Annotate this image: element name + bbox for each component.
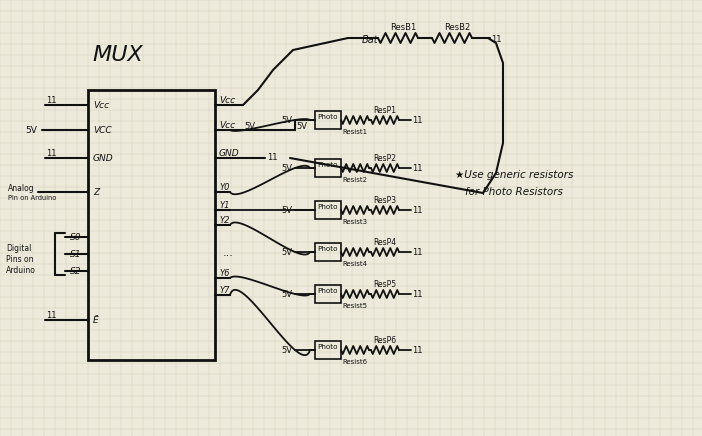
- Text: ResP1: ResP1: [373, 106, 397, 115]
- Text: Photo: Photo: [318, 114, 338, 120]
- Text: ResP5: ResP5: [373, 279, 397, 289]
- Text: GND: GND: [93, 153, 114, 163]
- Text: 5V: 5V: [281, 205, 292, 215]
- Text: Photo: Photo: [318, 204, 338, 210]
- Text: Vcc: Vcc: [93, 101, 109, 109]
- Text: GND: GND: [219, 149, 239, 157]
- Text: for Photo Resistors: for Photo Resistors: [465, 187, 563, 197]
- Text: S0: S0: [70, 232, 81, 242]
- Text: Resist5: Resist5: [343, 303, 368, 309]
- Text: Y1: Y1: [219, 201, 230, 210]
- Text: 11: 11: [46, 310, 56, 320]
- Text: VCC: VCC: [93, 126, 112, 134]
- Text: 11: 11: [491, 34, 501, 44]
- Text: S1: S1: [70, 249, 81, 259]
- Text: Y6: Y6: [219, 269, 230, 277]
- Text: 5V: 5V: [281, 164, 292, 173]
- Text: Vcc: Vcc: [219, 120, 235, 129]
- Text: Pin on Arduino: Pin on Arduino: [8, 195, 56, 201]
- Text: ResP4: ResP4: [373, 238, 397, 246]
- Text: Y7: Y7: [219, 286, 230, 294]
- Text: ...: ...: [223, 248, 234, 258]
- Text: Y2: Y2: [219, 215, 230, 225]
- Text: 11: 11: [46, 149, 56, 157]
- Text: Photo: Photo: [318, 344, 338, 350]
- Text: ResP3: ResP3: [373, 195, 397, 204]
- Text: Ē: Ē: [93, 316, 99, 324]
- Text: Resist2: Resist2: [343, 177, 368, 183]
- Text: 5V: 5V: [244, 122, 255, 130]
- Text: Y0: Y0: [219, 183, 230, 191]
- Text: Resist1: Resist1: [343, 129, 368, 135]
- Text: Photo: Photo: [318, 246, 338, 252]
- Text: ★Use generic resistors: ★Use generic resistors: [455, 170, 574, 180]
- Text: 11: 11: [412, 248, 423, 256]
- Text: 5V: 5V: [281, 248, 292, 256]
- Text: Pins on: Pins on: [6, 255, 34, 263]
- Text: ResP2: ResP2: [373, 153, 397, 163]
- Text: 11: 11: [46, 95, 56, 105]
- Text: 11: 11: [412, 164, 423, 173]
- Text: ResP6: ResP6: [373, 335, 397, 344]
- Text: Resist4: Resist4: [343, 261, 368, 267]
- Text: Digital: Digital: [6, 243, 32, 252]
- Text: Resist6: Resist6: [343, 359, 368, 365]
- Text: 5V: 5V: [296, 122, 307, 130]
- Text: Photo: Photo: [318, 162, 338, 168]
- Text: Photo: Photo: [318, 288, 338, 294]
- Text: Arduino: Arduino: [6, 266, 36, 275]
- Text: MUX: MUX: [93, 45, 143, 65]
- Text: 11: 11: [412, 205, 423, 215]
- Text: Z: Z: [93, 187, 99, 197]
- Text: 11: 11: [412, 345, 423, 354]
- Text: Analog: Analog: [8, 184, 34, 193]
- Text: 11: 11: [412, 116, 423, 125]
- Text: Vcc: Vcc: [219, 95, 235, 105]
- Text: S2: S2: [70, 266, 81, 276]
- Text: 5V: 5V: [281, 345, 292, 354]
- Text: 11: 11: [412, 290, 423, 299]
- Text: Resist3: Resist3: [343, 219, 368, 225]
- Text: 11: 11: [267, 153, 277, 161]
- Text: 5V: 5V: [25, 126, 37, 134]
- Text: ResB2: ResB2: [444, 24, 470, 33]
- Text: ResB1: ResB1: [390, 24, 416, 33]
- Text: 5V: 5V: [281, 116, 292, 125]
- Text: 5V: 5V: [281, 290, 292, 299]
- Text: Bat: Bat: [362, 35, 378, 45]
